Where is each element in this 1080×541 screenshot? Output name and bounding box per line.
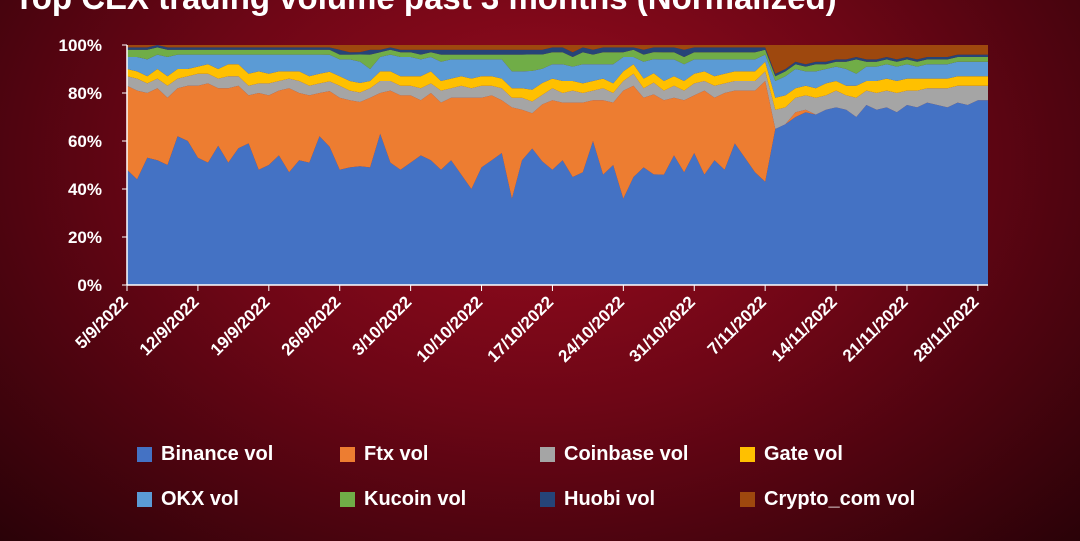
chart-title: Top CEX trading volume past 3 months (No… [14, 0, 837, 17]
x-tick-label: 17/10/2022 [484, 292, 558, 366]
area-series-gate-vol [127, 61, 988, 110]
x-tick-label: 26/9/2022 [278, 292, 345, 359]
plot-area [127, 45, 988, 285]
x-tick-label: 14/11/2022 [768, 292, 841, 365]
x-tick-label: 10/10/2022 [413, 292, 487, 366]
x-tick-label: 21/11/2022 [839, 292, 912, 365]
y-tick-label: 40% [68, 180, 102, 199]
x-tick-label: 28/11/2022 [910, 292, 983, 365]
y-tick-label: 100% [59, 36, 102, 55]
area-series-kucoin-vol [127, 47, 988, 81]
y-tick-label: 20% [68, 228, 102, 247]
area-series-huobi-vol [127, 45, 988, 77]
y-tick-label: 60% [68, 132, 102, 151]
x-tick-label: 3/10/2022 [349, 292, 416, 359]
x-tick-label: 12/9/2022 [136, 292, 203, 359]
x-tick-label: 24/10/2022 [555, 292, 629, 366]
x-tick-label: 5/9/2022 [72, 292, 132, 352]
x-tick-label: 19/9/2022 [207, 292, 274, 359]
y-tick-label: 0% [77, 276, 102, 295]
x-axis-ticks: 5/9/2022 12/9/2022 19/9/2022 26/9/2022 3/10/… [72, 285, 983, 366]
area-series-ftx-vol [127, 81, 988, 199]
area-series-crypto-com-vol [127, 45, 988, 74]
area-series-binance-vol [127, 100, 988, 285]
area-series-okx-vol [127, 54, 988, 98]
area-series-coinbase-vol [127, 71, 988, 129]
y-tick-label: 80% [68, 84, 102, 103]
x-tick-label: 7/11/2022 [704, 292, 770, 358]
axes [126, 45, 988, 286]
y-axis-ticks: 0% 20% 40% 60% 80% 100% [59, 36, 127, 295]
x-tick-label: 31/10/2022 [625, 292, 699, 366]
